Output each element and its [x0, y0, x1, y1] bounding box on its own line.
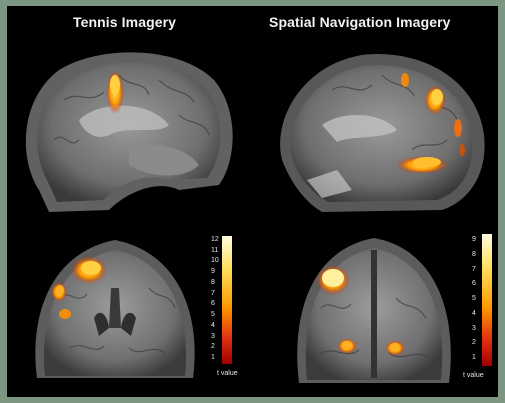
- title-tennis-imagery: Tennis Imagery: [73, 14, 177, 30]
- colorbar-tennis-tick-9: 9: [211, 268, 215, 276]
- colorbar-spatial-tick-7: 7: [472, 265, 476, 273]
- sagittal-brain-spatial-navigation: [280, 54, 485, 213]
- coronal-brain-tennis: [35, 240, 195, 378]
- coronal-brain-spatial-navigation: [297, 238, 451, 383]
- colorbar-tennis-tick-5: 5: [211, 311, 215, 319]
- colorbar-tennis-tick-2: 2: [211, 343, 215, 351]
- colorbar-spatial-tick-4: 4: [472, 309, 476, 317]
- colorbar-tennis-tick-1: 1: [211, 354, 215, 361]
- colorbar-spatial-tick-8: 8: [472, 250, 476, 258]
- colorbar-spatial-tick-2: 2: [472, 339, 476, 347]
- colorbar-tennis-tick-11: 11: [211, 246, 219, 254]
- colorbar-tennis: [222, 236, 232, 364]
- colorbar-tennis-tick-10: 10: [211, 257, 219, 265]
- colorbar-tennis-tick-4: 4: [211, 321, 215, 329]
- title-spatial-navigation-imagery: Spatial Navigation Imagery: [269, 14, 451, 30]
- colorbar-spatial-tick-5: 5: [472, 295, 476, 302]
- colorbar-spatial-tick-3: 3: [472, 324, 476, 332]
- colorbar-spatial-navigation: [482, 234, 492, 366]
- colorbar-spatial-tick-6: 6: [472, 280, 476, 288]
- colorbar-tennis-tick-7: 7: [211, 289, 215, 297]
- colorbar-tennis-tick-6: 6: [211, 300, 215, 308]
- sagittal-brain-tennis: [25, 52, 233, 212]
- colorbar-tennis-tick-8: 8: [211, 278, 215, 286]
- figure-frame: Tennis Imagery Spatial Navigation Imager…: [7, 6, 498, 397]
- colorbar-label-spatial-navigation: t value: [463, 372, 484, 379]
- colorbar-tennis-tick-12: 12: [211, 236, 219, 243]
- colorbar-label-tennis: t value: [217, 370, 238, 377]
- colorbar-tennis-tick-3: 3: [211, 332, 215, 340]
- colorbar-spatial-tick-1: 1: [472, 354, 476, 361]
- colorbar-spatial-tick-9: 9: [472, 236, 476, 243]
